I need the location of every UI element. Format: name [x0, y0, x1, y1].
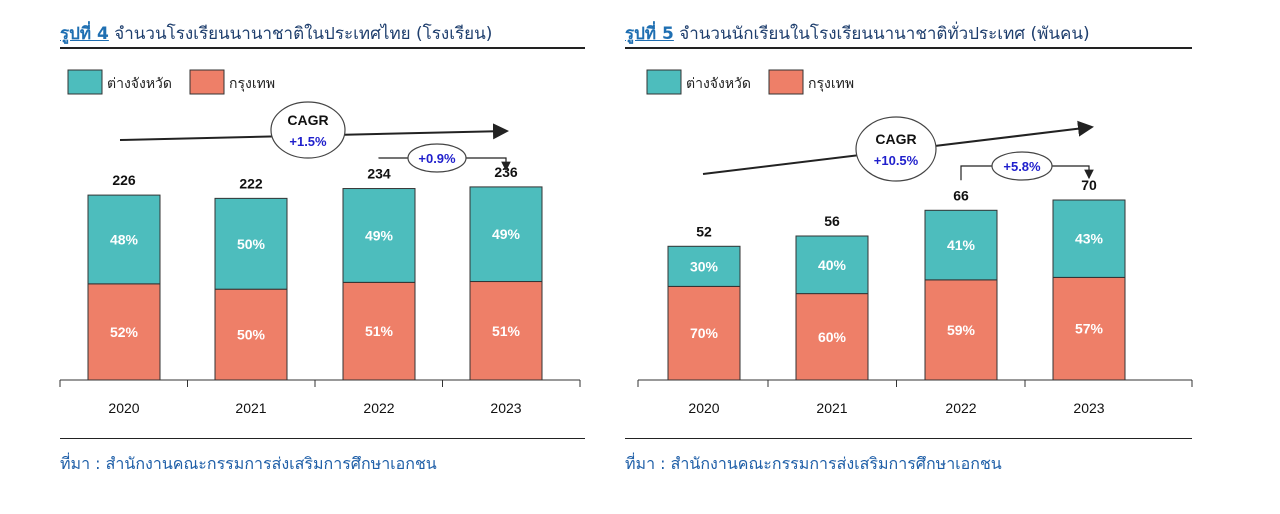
chart-student-count: ต่างจังหวัด กรุงเทพ 70% 30% 52 2020 60% 40% 56 20… — [637, 69, 1193, 416]
bar-segment-bangkok — [924, 279, 998, 381]
legend-swatch-province — [67, 69, 103, 95]
bar-segment-province — [1052, 199, 1126, 278]
bar-segment-bangkok — [1052, 276, 1126, 381]
cagr-bubble — [270, 101, 346, 159]
legend-swatch-province — [646, 69, 682, 95]
bar-segment-province — [214, 197, 288, 290]
growth-bubble — [407, 143, 467, 173]
legend-swatch-bangkok — [768, 69, 804, 95]
figure-4-title: รูปที่ 4 จำนวนโรงเรียนนานาชาติในประเทศไท… — [60, 20, 492, 47]
bar-segment-province — [342, 188, 416, 283]
bar-segment-province — [87, 194, 161, 285]
data-label-province-pct: 50% — [237, 236, 266, 252]
figure-4: รูปที่ 4 จำนวนโรงเรียนนานาชาติในประเทศไท… — [59, 0, 585, 514]
data-label-total: 226 — [112, 172, 136, 188]
data-label-bangkok-pct: 57% — [1075, 321, 1104, 337]
x-tick-label: 2022 — [363, 400, 394, 416]
data-label-total: 234 — [367, 166, 391, 182]
cagr-label: CAGR — [287, 112, 328, 128]
figure-5: รูปที่ 5 จำนวนนักเรียนในโรงเรียนนานาชาติ… — [625, 0, 1193, 514]
source-note: ที่มา : สำนักงานคณะกรรมการส่งเสริมการศึก… — [60, 454, 437, 473]
data-label-province-pct: 49% — [365, 227, 394, 243]
legend-swatch-bangkok — [189, 69, 225, 95]
x-tick-label: 2021 — [235, 400, 266, 416]
data-label-total: 66 — [953, 187, 969, 203]
bar-segment-province — [469, 186, 543, 283]
data-label-province-pct: 40% — [818, 257, 847, 273]
x-tick-label: 2022 — [945, 400, 976, 416]
data-label-bangkok-pct: 60% — [818, 329, 847, 345]
cagr-bubble — [855, 116, 937, 182]
source-rule — [60, 438, 585, 439]
legend-label-bangkok: กรุงเทพ — [229, 76, 275, 92]
figure-number: รูปที่ 5 — [625, 24, 674, 44]
data-label-bangkok-pct: 50% — [237, 327, 266, 343]
x-tick-label: 2020 — [688, 400, 719, 416]
growth-bubble — [991, 151, 1053, 181]
cagr-label: CAGR — [875, 131, 916, 147]
source-rule — [625, 438, 1192, 439]
data-label-bangkok-pct: 51% — [365, 323, 394, 339]
title-rule — [625, 47, 1192, 49]
figure-number: รูปที่ 4 — [60, 24, 109, 44]
cagr-value: +1.5% — [289, 134, 327, 149]
source-note: ที่มา : สำนักงานคณะกรรมการส่งเสริมการศึก… — [625, 454, 1002, 473]
growth-value: +5.8% — [1003, 159, 1041, 174]
data-label-total: 52 — [696, 223, 712, 239]
data-label-province-pct: 30% — [690, 258, 719, 274]
data-label-province-pct: 49% — [492, 226, 521, 242]
data-label-total: 236 — [494, 164, 518, 180]
chart-school-count: ต่างจังหวัด กรุงเทพ 52% 48% 226 2020 50% 50% 222… — [59, 69, 581, 416]
growth-value: +0.9% — [418, 151, 456, 166]
bar-segment-bangkok — [795, 293, 869, 381]
bar-segment-province — [924, 209, 998, 281]
data-label-province-pct: 43% — [1075, 231, 1104, 247]
x-tick-label: 2023 — [1073, 400, 1104, 416]
bar-segment-bangkok — [87, 283, 161, 381]
figure-title-text: จำนวนนักเรียนในโรงเรียนนานาชาติทั่วประเท… — [673, 24, 1090, 44]
title-rule — [60, 47, 585, 49]
legend-label-province: ต่างจังหวัด — [107, 76, 172, 92]
cagr-value: +10.5% — [874, 153, 919, 168]
x-tick-label: 2021 — [816, 400, 847, 416]
data-label-bangkok-pct: 70% — [690, 325, 719, 341]
figure-5-title: รูปที่ 5 จำนวนนักเรียนในโรงเรียนนานาชาติ… — [625, 20, 1090, 47]
x-tick-label: 2020 — [108, 400, 139, 416]
data-label-total: 70 — [1081, 177, 1097, 193]
data-label-bangkok-pct: 52% — [110, 324, 139, 340]
data-label-total: 56 — [824, 213, 840, 229]
x-tick-label: 2023 — [490, 400, 521, 416]
data-label-bangkok-pct: 51% — [492, 323, 521, 339]
data-label-province-pct: 41% — [947, 237, 976, 253]
figure-title-text: จำนวนโรงเรียนนานาชาติในประเทศไทย (โรงเรี… — [108, 24, 493, 44]
data-label-bangkok-pct: 59% — [947, 322, 976, 338]
data-label-province-pct: 48% — [110, 231, 139, 247]
legend-label-province: ต่างจังหวัด — [686, 76, 751, 92]
bar-segment-bangkok — [214, 288, 288, 381]
bar-segment-province — [795, 235, 869, 295]
bar-segment-bangkok — [342, 281, 416, 381]
bar-segment-province — [667, 245, 741, 287]
data-label-total: 222 — [239, 175, 263, 191]
legend-label-bangkok: กรุงเทพ — [808, 76, 854, 92]
bar-segment-bangkok — [667, 285, 741, 381]
